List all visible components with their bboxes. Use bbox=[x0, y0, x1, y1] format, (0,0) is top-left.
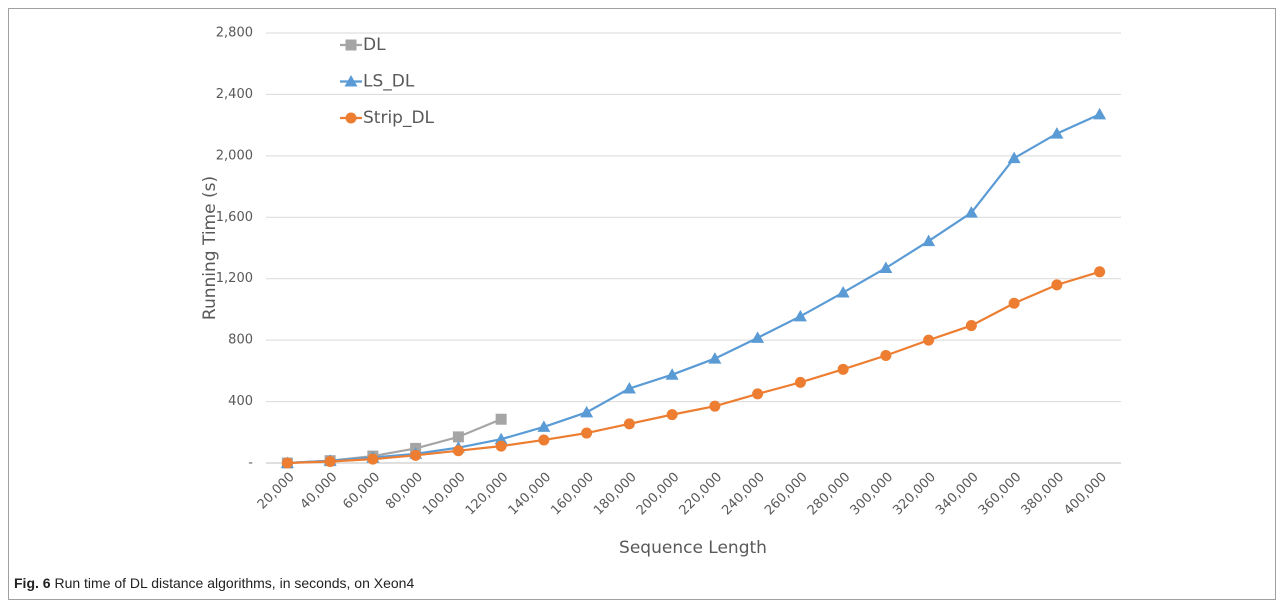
series bbox=[281, 413, 507, 469]
marker bbox=[367, 453, 379, 465]
caption-text: Run time of DL distance algorithms, in s… bbox=[54, 575, 414, 591]
marker bbox=[793, 309, 807, 322]
series bbox=[280, 107, 1107, 468]
marker bbox=[495, 413, 507, 425]
x-tick-label: 380,000 bbox=[1019, 470, 1068, 519]
x-tick-label: 200,000 bbox=[634, 470, 683, 519]
marker bbox=[623, 418, 635, 430]
x-tick-label: 60,000 bbox=[340, 470, 383, 513]
y-tick-label: 1,200 bbox=[216, 271, 253, 286]
x-tick-label: 100,000 bbox=[420, 470, 469, 519]
marker bbox=[452, 445, 464, 457]
x-tick-label: 80,000 bbox=[383, 470, 426, 513]
marker bbox=[581, 427, 593, 439]
marker bbox=[879, 261, 893, 273]
x-tick-label: 220,000 bbox=[677, 470, 726, 519]
marker bbox=[665, 368, 679, 380]
y-tick-label: 400 bbox=[228, 394, 253, 409]
marker bbox=[537, 420, 551, 432]
x-tick-label: 300,000 bbox=[848, 470, 897, 519]
marker bbox=[836, 286, 850, 298]
marker bbox=[410, 449, 422, 461]
y-tick-label: 800 bbox=[228, 333, 253, 348]
marker bbox=[452, 431, 464, 443]
y-axis-title: Running Time (s) bbox=[200, 176, 220, 320]
marker bbox=[708, 352, 722, 364]
marker bbox=[281, 457, 293, 469]
marker bbox=[922, 234, 936, 247]
legend-item: DL bbox=[340, 35, 386, 55]
marker bbox=[923, 334, 935, 346]
y-tick-label: 2,400 bbox=[216, 87, 253, 102]
marker bbox=[1093, 107, 1107, 120]
marker bbox=[752, 388, 764, 400]
x-tick-label: 400,000 bbox=[1061, 470, 1110, 519]
legend-item: Strip_DL bbox=[340, 108, 435, 128]
legend-item: LS_DL bbox=[340, 72, 415, 92]
marker bbox=[324, 455, 336, 467]
x-tick-label: 340,000 bbox=[933, 470, 982, 519]
marker bbox=[345, 39, 357, 51]
marker bbox=[495, 440, 507, 452]
y-tick-label: 1,600 bbox=[216, 210, 253, 225]
x-tick-label: 360,000 bbox=[976, 470, 1025, 519]
marker bbox=[1050, 127, 1064, 139]
x-axis-title: Sequence Length bbox=[619, 538, 767, 558]
x-tick-label: 140,000 bbox=[506, 470, 555, 519]
x-tick-label: 40,000 bbox=[298, 470, 341, 513]
x-tick-label: 280,000 bbox=[805, 470, 854, 519]
figure-border bbox=[8, 8, 1276, 600]
marker bbox=[666, 409, 678, 421]
marker bbox=[965, 320, 977, 332]
y-tick-label: 2,800 bbox=[216, 26, 253, 41]
legend-label: DL bbox=[363, 35, 386, 55]
caption: Fig. 6 Run time of DL distance algorithm… bbox=[14, 575, 414, 591]
marker bbox=[1094, 266, 1106, 278]
series-line bbox=[287, 113, 1101, 465]
legend-label: Strip_DL bbox=[363, 108, 435, 128]
y-tick-label: 2,000 bbox=[216, 148, 253, 163]
marker bbox=[580, 405, 594, 418]
x-tick-label: 120,000 bbox=[463, 470, 512, 519]
marker bbox=[538, 434, 550, 446]
marker bbox=[1008, 297, 1020, 309]
marker bbox=[345, 112, 357, 124]
marker bbox=[344, 75, 358, 87]
caption-label: Fig. 6 bbox=[14, 575, 51, 591]
marker bbox=[751, 331, 765, 343]
y-tick-label: - bbox=[248, 456, 253, 471]
x-tick-label: 320,000 bbox=[890, 470, 939, 519]
x-tick-label: 240,000 bbox=[719, 470, 768, 519]
legend-label: LS_DL bbox=[363, 72, 415, 92]
marker bbox=[1007, 151, 1021, 164]
series bbox=[281, 266, 1106, 469]
marker bbox=[794, 376, 806, 388]
series-line bbox=[287, 270, 1100, 465]
marker bbox=[837, 363, 849, 375]
x-tick-label: 160,000 bbox=[548, 470, 597, 519]
marker bbox=[1051, 279, 1063, 291]
marker bbox=[964, 206, 978, 218]
marker bbox=[709, 400, 721, 412]
x-tick-label: 20,000 bbox=[255, 470, 298, 513]
x-tick-label: 260,000 bbox=[762, 470, 811, 519]
x-tick-label: 180,000 bbox=[591, 470, 640, 519]
marker bbox=[880, 350, 892, 361]
marker bbox=[494, 432, 508, 445]
marker bbox=[622, 382, 636, 394]
